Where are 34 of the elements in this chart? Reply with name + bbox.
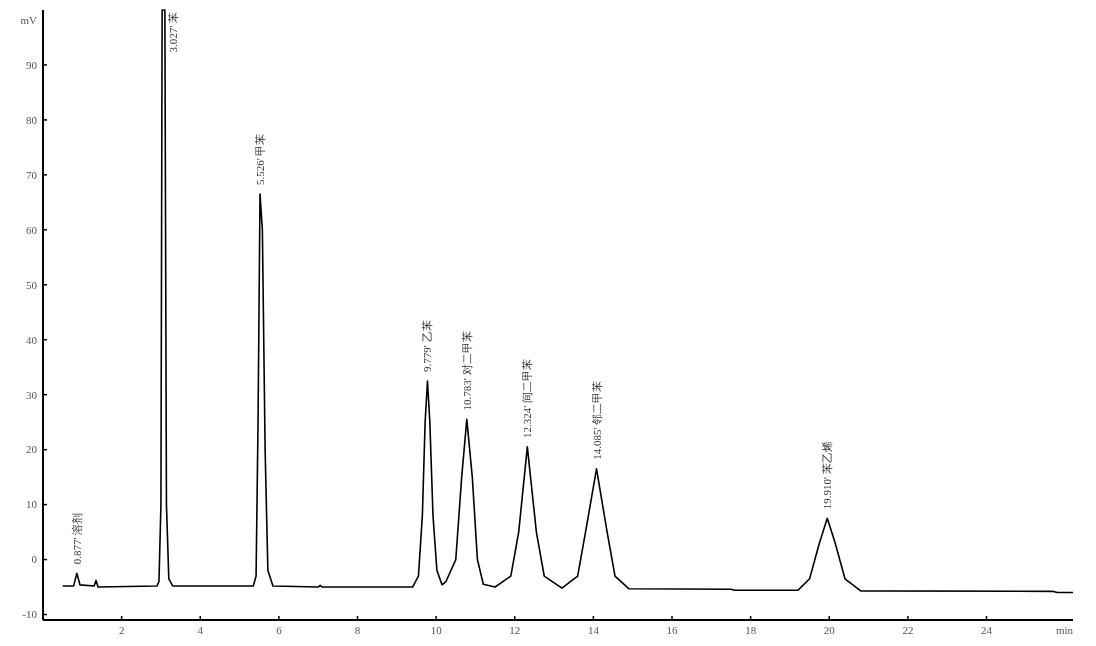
x-tick-label: 14 [587, 624, 600, 636]
y-tick-label: 20 [26, 443, 38, 456]
y-tick-label: 80 [26, 113, 38, 126]
x-tick-label: 6 [276, 624, 283, 636]
y-tick-label: 30 [26, 388, 38, 401]
x-tick-label: 8 [354, 624, 361, 636]
x-tick-label: 4 [197, 624, 204, 636]
x-tick-label: 16 [666, 624, 679, 636]
x-tick-label: 12 [509, 624, 521, 636]
annotation: 12.324' 间二甲苯 [521, 358, 534, 438]
y-tick-label: 50 [26, 278, 38, 291]
annotation: 0.877' 溶剂 [70, 512, 83, 565]
x-tick-label: 24 [981, 624, 993, 636]
annotation: 3.027' 苯 [166, 12, 179, 53]
annotation: 5.526' 甲苯 [254, 133, 267, 186]
annotation: 19.910' 苯乙烯 [821, 441, 834, 510]
annotation: 14.085' 邻二甲苯 [590, 380, 603, 460]
x-axis-title: min [1055, 624, 1074, 636]
y-tick-label: 70 [26, 168, 38, 181]
line-series [61, 9, 1074, 594]
x-tick-label: 20 [823, 624, 836, 636]
y-tick-label: -10 [22, 608, 38, 621]
y-axis-title: mV [20, 14, 38, 26]
x-tick-label: 2 [118, 624, 125, 636]
y-tick-label: 0 [31, 553, 38, 566]
annotation: 9.779' 乙苯 [421, 320, 434, 372]
y-tick-label: 10 [26, 498, 38, 511]
y-tick-label: 40 [26, 333, 38, 346]
annotation: 10.783' 对二甲苯 [460, 331, 473, 411]
x-tick-label: 22 [902, 624, 914, 636]
x-tick-label: 18 [745, 624, 757, 636]
x-tick-label: 10 [430, 624, 443, 636]
y-tick-label: 60 [26, 223, 38, 236]
y-tick-label: 90 [26, 58, 38, 71]
